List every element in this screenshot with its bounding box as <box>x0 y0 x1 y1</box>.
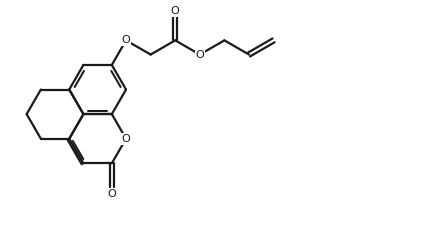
Text: O: O <box>107 189 116 199</box>
Text: O: O <box>195 50 204 60</box>
Text: O: O <box>122 35 131 45</box>
Text: O: O <box>122 134 131 144</box>
Text: O: O <box>171 6 180 16</box>
